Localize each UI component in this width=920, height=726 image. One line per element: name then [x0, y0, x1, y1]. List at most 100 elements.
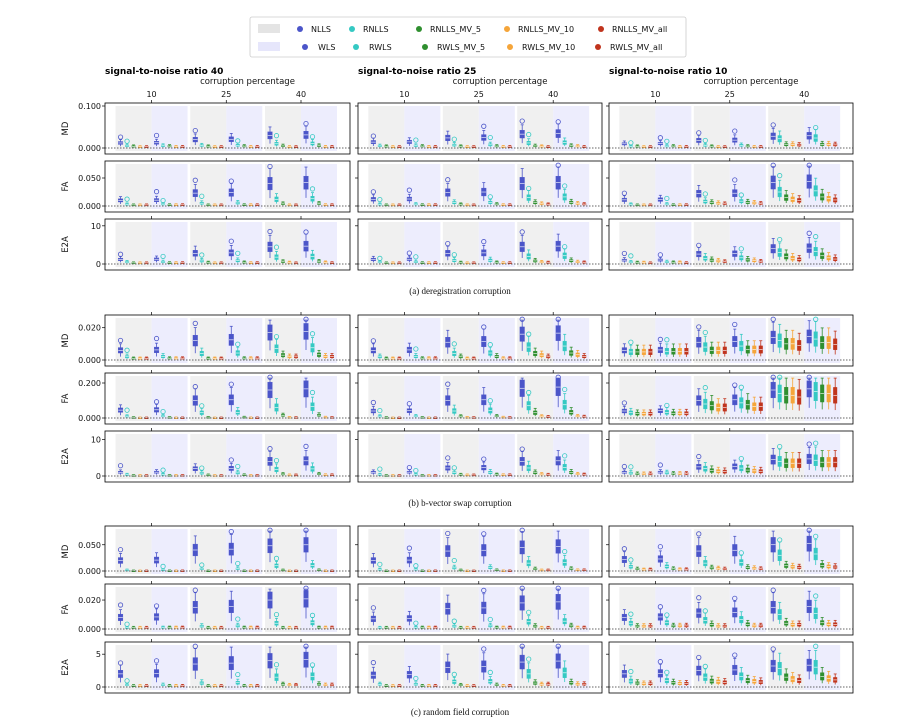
box-outlier — [117, 547, 124, 553]
box-outlier — [199, 252, 205, 258]
wls-band — [226, 106, 263, 151]
panel-caption: (b) b-vector swap corruption — [408, 498, 512, 508]
box-outlier — [526, 609, 532, 615]
wls-band — [729, 106, 766, 151]
box — [219, 204, 224, 207]
box-outlier — [124, 678, 130, 684]
box-outlier — [738, 384, 744, 390]
y-tick-label: 0 — [96, 260, 101, 269]
box — [471, 474, 476, 477]
box-outlier — [377, 196, 383, 203]
box-outlier — [445, 455, 451, 461]
box-outlier — [117, 251, 124, 257]
box-outlier — [657, 544, 663, 550]
box-outlier — [117, 660, 124, 666]
box-outlier — [228, 457, 234, 463]
box-outlier — [481, 456, 487, 462]
box-outlier — [702, 608, 708, 614]
box-outlier — [451, 557, 457, 564]
box-outlier — [303, 120, 309, 127]
box-outlier — [555, 119, 561, 125]
box-outlier — [555, 162, 561, 168]
box-outlier — [406, 464, 412, 471]
subplot — [102, 100, 351, 155]
corruption-level-label: 10 — [146, 90, 156, 99]
box-outlier — [664, 195, 670, 202]
box-outlier — [273, 662, 280, 668]
box-outlier — [621, 250, 627, 257]
box-outlier — [813, 316, 819, 322]
box-outlier — [487, 616, 493, 623]
box-outlier — [487, 342, 493, 348]
box-outlier — [777, 537, 783, 543]
box-outlier — [664, 669, 670, 675]
subplot — [102, 581, 351, 636]
box-outlier — [481, 646, 487, 652]
wls-band — [478, 164, 515, 209]
box-outlier — [628, 253, 634, 259]
box-outlier — [664, 337, 670, 343]
box-outlier — [562, 183, 568, 189]
box-outlier — [413, 620, 419, 626]
box — [397, 204, 402, 207]
box-outlier — [481, 531, 487, 537]
box-outlier — [555, 374, 561, 380]
subplot — [355, 581, 603, 636]
y-tick-label: 10 — [91, 435, 101, 444]
y-tick-label: 0 — [96, 472, 101, 481]
nlls-band — [190, 222, 227, 267]
y-axis-label: MD — [61, 121, 71, 135]
subplot — [102, 370, 351, 425]
box-outlier — [303, 527, 309, 533]
box-outlier — [199, 193, 205, 199]
box-outlier — [738, 455, 744, 462]
box-outlier — [777, 236, 783, 243]
box-outlier — [153, 132, 160, 139]
y-tick-label: 0.000 — [78, 144, 101, 153]
box-outlier — [621, 190, 627, 196]
box-outlier — [621, 400, 627, 406]
box-outlier — [777, 173, 783, 179]
box-outlier — [519, 585, 525, 591]
box-outlier — [309, 331, 316, 337]
box-outlier — [628, 557, 634, 563]
legend-label: RNLLS_MV_10 — [518, 25, 574, 34]
box-outlier — [124, 407, 130, 413]
subplot — [606, 216, 854, 271]
box-outlier — [813, 593, 819, 599]
box-outlier — [235, 341, 241, 347]
legend-marker — [353, 44, 359, 50]
box-outlier — [628, 339, 634, 345]
subplot — [355, 428, 603, 483]
subplot — [606, 639, 854, 694]
y-axis-label: E2A — [61, 448, 71, 465]
box-outlier — [153, 603, 160, 609]
column-xlabel: corruption percentage — [200, 77, 295, 87]
panel-caption: (c) random field corruption — [411, 707, 510, 717]
box-outlier — [657, 604, 663, 610]
y-tick-label: 0.000 — [78, 567, 101, 576]
box-outlier — [406, 401, 412, 407]
box-outlier — [235, 138, 241, 144]
box-outlier — [770, 162, 776, 168]
box-outlier — [519, 316, 525, 322]
box-outlier — [770, 374, 776, 380]
subplot — [606, 100, 854, 155]
subplot — [606, 370, 854, 425]
box-outlier — [160, 253, 166, 260]
nlls-band — [442, 434, 479, 479]
box-outlier — [192, 177, 198, 183]
y-tick-label: 0 — [96, 683, 101, 692]
box-outlier — [664, 138, 670, 144]
wls-band — [151, 529, 188, 574]
subplot — [606, 523, 854, 578]
box-outlier — [273, 244, 280, 250]
box-outlier — [413, 137, 419, 143]
box-outlier — [481, 239, 487, 245]
box-outlier — [273, 555, 280, 562]
box-outlier — [406, 545, 412, 551]
box-outlier — [370, 660, 376, 666]
box-outlier — [413, 254, 419, 260]
subplot — [102, 639, 351, 694]
